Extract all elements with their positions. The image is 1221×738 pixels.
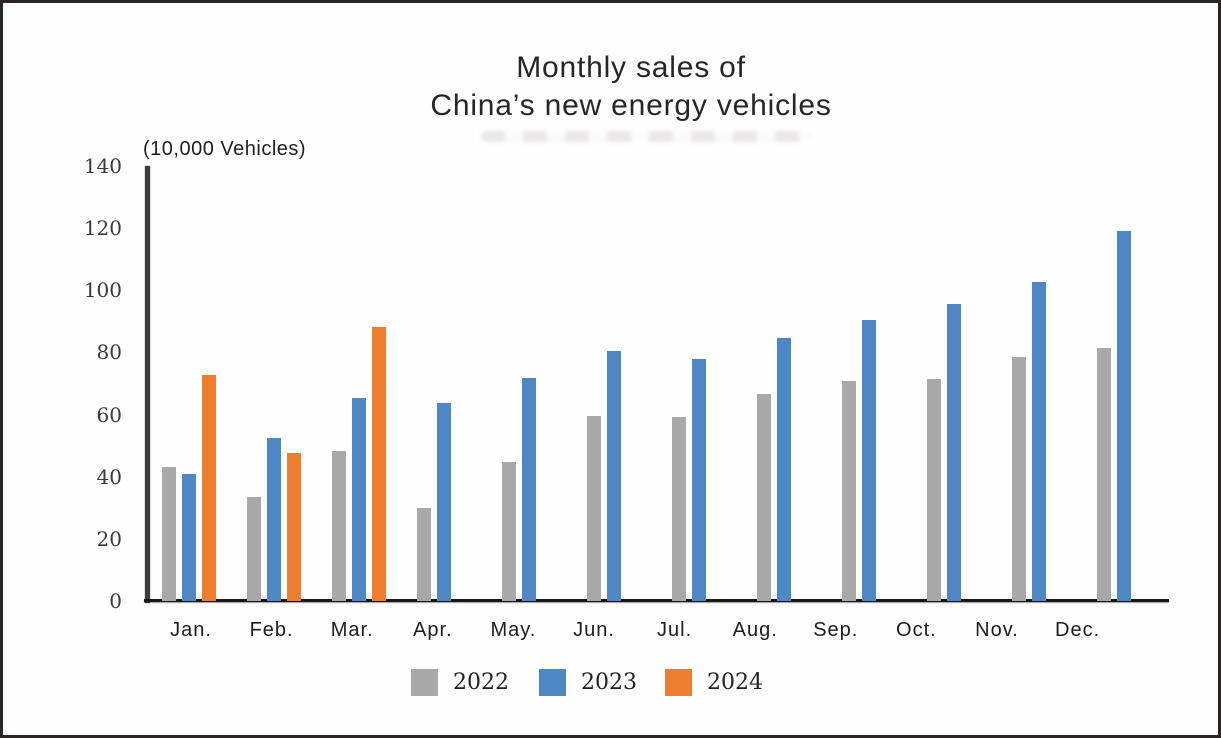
y-axis-tick-label: 0: [109, 589, 122, 613]
faded-watermark: [481, 131, 813, 142]
bar-2024-feb: [286, 452, 301, 601]
legend-swatch-2022: [411, 669, 438, 696]
legend-label-2024: 2024: [707, 670, 763, 695]
bar-2023-dec: [1117, 230, 1131, 601]
chart-title-line1: Monthly sales of: [516, 51, 746, 84]
y-axis-tick-label: 40: [96, 465, 122, 489]
bar-2023-jul: [692, 358, 706, 601]
bar-2023-feb: [267, 437, 281, 601]
legend-label-2023: 2023: [581, 670, 637, 695]
bar-2023-aug: [777, 338, 791, 601]
bar-2022-nov: [1012, 356, 1027, 601]
legend-item-2022: 2022: [411, 669, 509, 696]
x-axis-line: [144, 599, 1169, 602]
bar-2022-aug: [757, 394, 772, 601]
bar-2023-jun: [607, 350, 621, 601]
y-axis-tick-label: 120: [83, 216, 122, 240]
bar-2023-nov: [1032, 282, 1046, 601]
bar-2023-oct: [947, 304, 961, 601]
x-axis-label: May.: [490, 619, 537, 641]
bar-2022-apr: [417, 508, 432, 601]
x-axis-label: Nov.: [975, 619, 1019, 641]
legend-swatch-2023: [539, 669, 566, 696]
bar-2023-mar: [352, 398, 366, 601]
x-axis-label: Jan.: [170, 619, 212, 641]
legend-item-2024: 2024: [665, 669, 763, 696]
bar-2022-may: [502, 462, 517, 601]
bar-2023-may: [522, 378, 536, 601]
bar-2022-mar: [332, 450, 347, 601]
y-axis-tick-label: 20: [96, 527, 122, 551]
bar-2022-jun: [587, 415, 602, 601]
x-axis-label: Jun.: [573, 619, 615, 641]
y-axis-unit-label: (10,000 Vehicles): [143, 138, 307, 160]
bar-2022-feb: [247, 497, 262, 601]
y-axis-tick-label: 60: [96, 403, 122, 427]
y-axis-tick-label: 80: [96, 340, 122, 364]
bar-2024-mar: [371, 326, 386, 601]
bar-2023-sep: [862, 320, 876, 601]
x-axis-label: Dec.: [1055, 619, 1101, 641]
x-axis-label: Apr.: [413, 619, 453, 641]
bar-2024-jan: [201, 374, 216, 601]
x-axis-label: Oct.: [896, 619, 937, 641]
legend-item-2023: 2023: [539, 669, 637, 696]
bar-2022-sep: [842, 381, 857, 601]
chart-title: Monthly sales of China’s new energy vehi…: [430, 49, 831, 125]
x-axis-label: Sep.: [813, 619, 859, 641]
bar-2022-oct: [927, 379, 942, 601]
bar-2023-apr: [437, 403, 451, 601]
legend-label-2022: 2022: [453, 670, 509, 695]
x-axis-label: Feb.: [249, 619, 294, 641]
bar-2022-jul: [672, 416, 687, 601]
x-axis-label: Jul.: [657, 619, 693, 641]
x-axis-label: Aug.: [732, 619, 778, 641]
bar-2023-jan: [182, 474, 196, 601]
bar-2022-dec: [1097, 348, 1112, 601]
chart-title-line2: China’s new energy vehicles: [430, 89, 832, 122]
bar-2022-jan: [162, 467, 177, 601]
y-axis-tick-label: 140: [83, 154, 122, 178]
x-axis-label: Mar.: [330, 619, 374, 641]
legend-swatch-2024: [665, 669, 692, 696]
y-axis-line: [145, 166, 150, 603]
y-axis-tick-label: 100: [83, 278, 122, 302]
